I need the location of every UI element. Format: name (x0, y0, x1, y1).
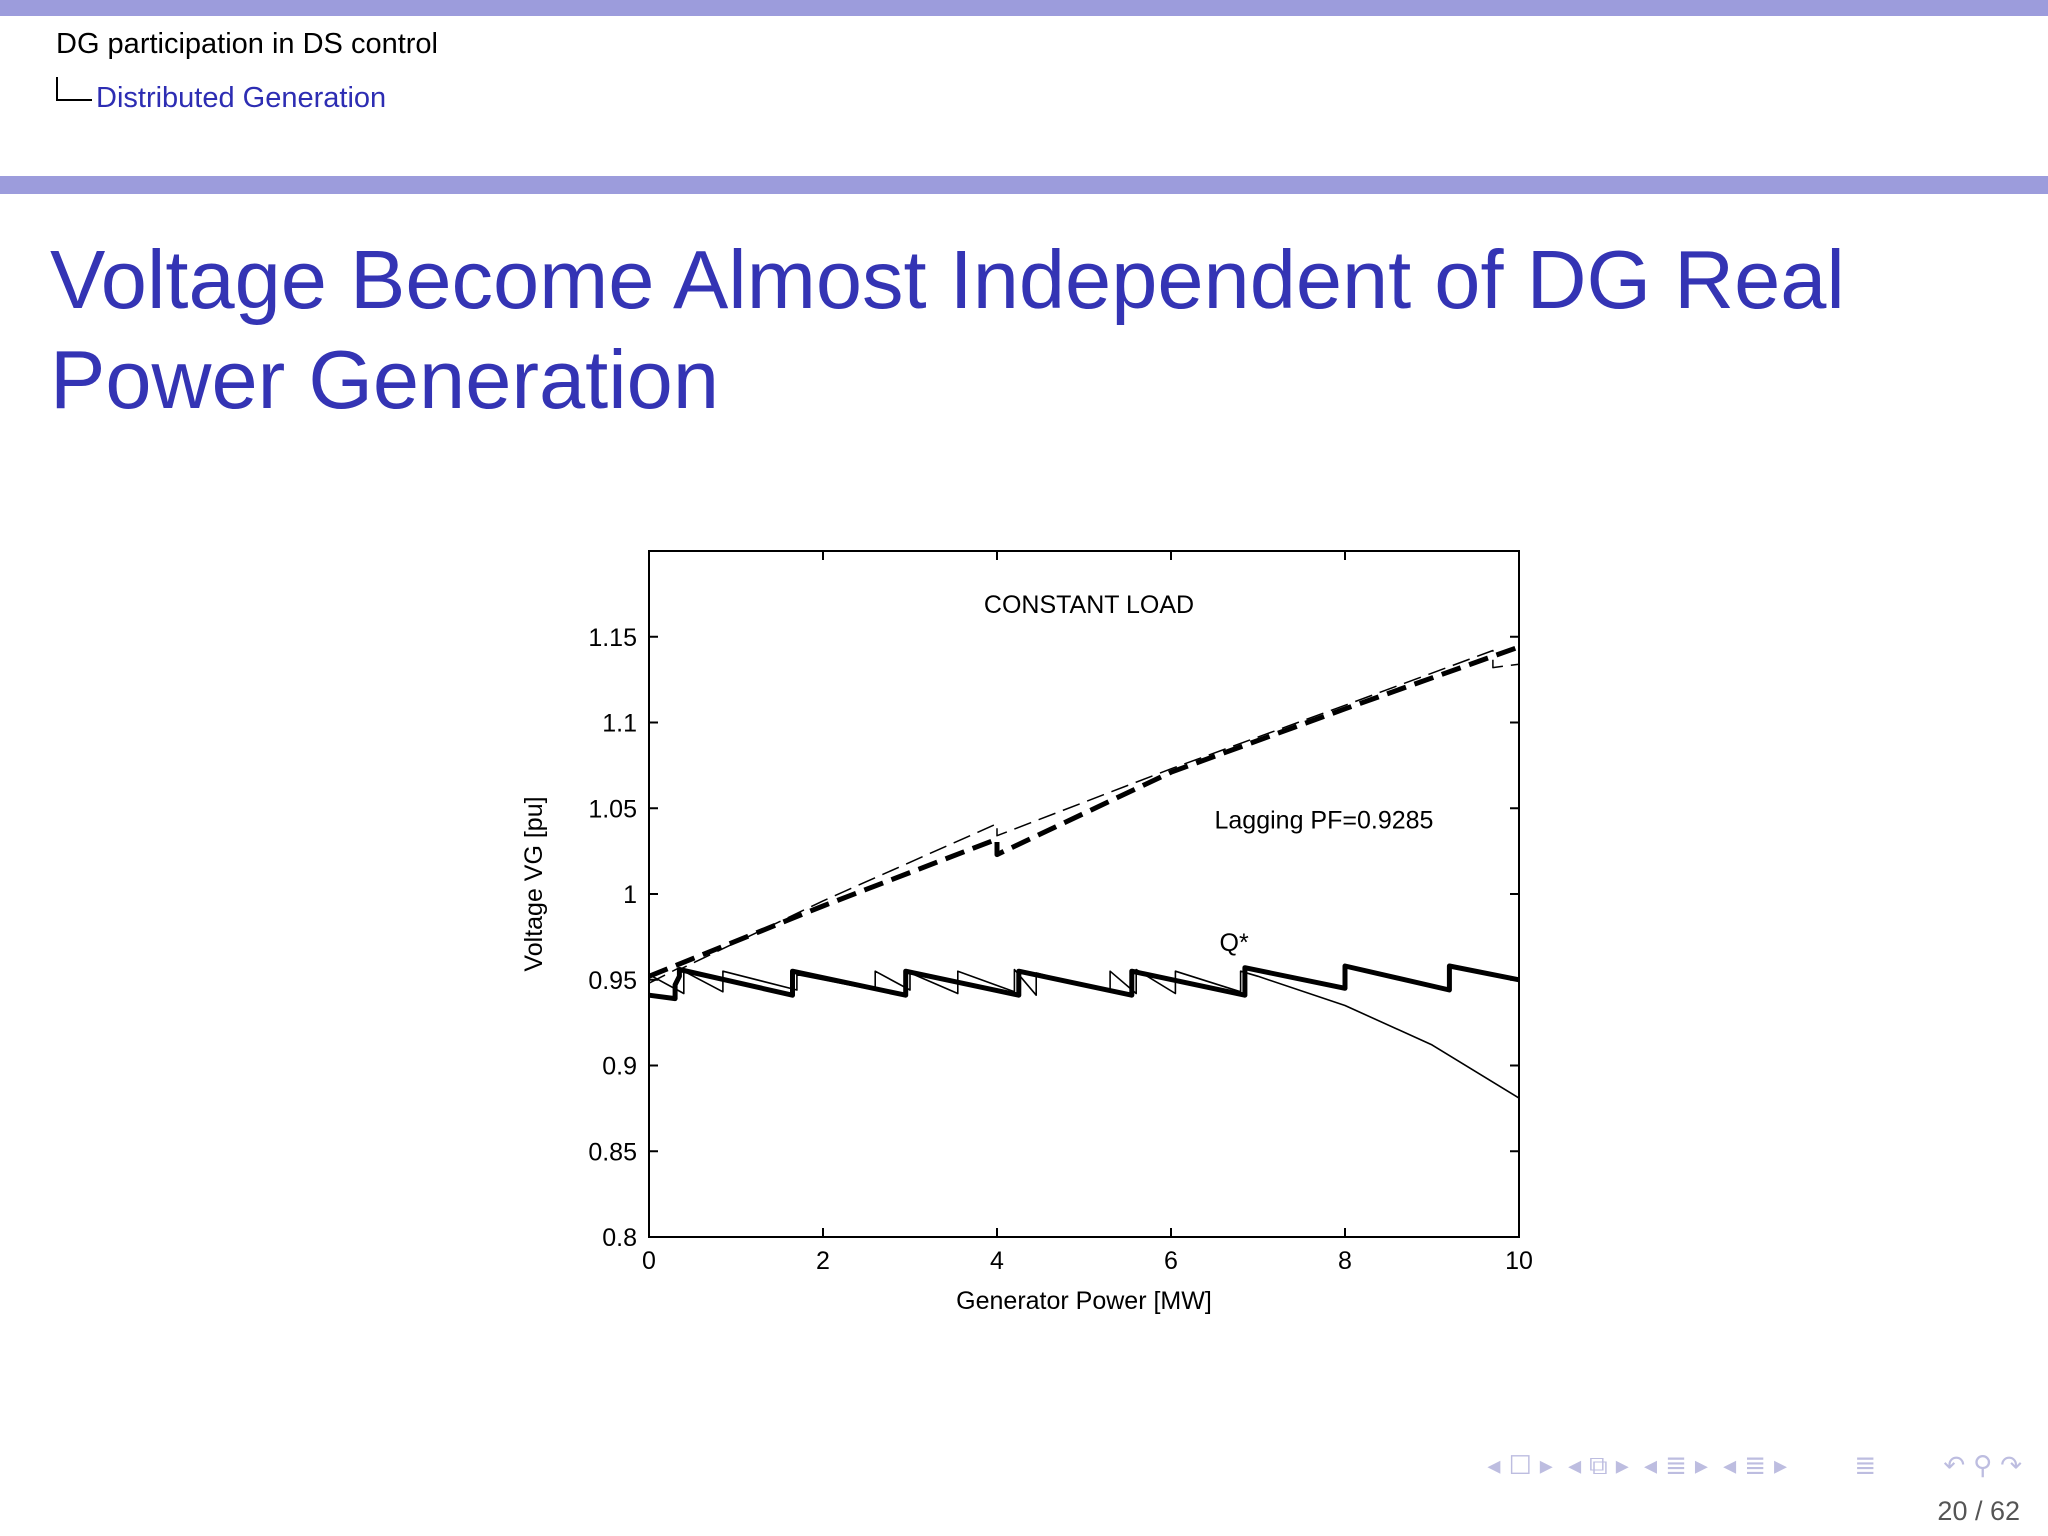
voltage-chart: 0 2 4 6 8 10 0.8 0.85 0.9 0.95 1 1.05 1.1 1.15 CONSTAN… (520, 540, 1540, 1340)
annotation-q-star: Q* (1220, 929, 1249, 957)
header-section: DG participation in DS control (56, 28, 438, 60)
y-tick-label: 1 (623, 881, 637, 909)
plot-frame (648, 550, 1520, 1238)
series-line-thick-dashed (648, 644, 1520, 979)
y-tick-label: 1.15 (588, 624, 637, 652)
header-subsection: Distributed Generation (56, 77, 387, 118)
y-axis-label: Voltage VG [pu] (520, 796, 548, 971)
arrow-right-icon[interactable]: ▸ (1615, 1450, 1629, 1480)
y-tick-label: 1.1 (602, 710, 637, 738)
x-tick-label: 10 (1505, 1247, 1533, 1275)
y-tick-label: 0.8 (602, 1224, 637, 1252)
arrow-right-icon[interactable]: ▸ (1694, 1450, 1708, 1480)
page-number: 20 / 62 (1937, 1496, 2020, 1526)
arrow-left-icon[interactable]: ◂ (1568, 1450, 1582, 1480)
subsection-icon[interactable]: ≣ (1665, 1450, 1687, 1480)
stack-icon[interactable]: ⧉ (1589, 1450, 1608, 1480)
arrow-left-icon[interactable]: ◂ (1723, 1450, 1737, 1480)
title-rule-bar (0, 176, 2048, 194)
series-line-thin-solid (648, 968, 1520, 1099)
redo-icon[interactable]: ↷ (2000, 1450, 2022, 1480)
chart-title: CONSTANT LOAD (984, 591, 1194, 619)
annotation-lagging-pf: Lagging PF=0.9285 (1215, 806, 1434, 834)
y-tick-label: 0.85 (588, 1138, 637, 1166)
y-tick-label: 1.05 (588, 795, 637, 823)
tree-elbow-icon (56, 77, 92, 101)
y-tick-label: 0.9 (602, 1053, 637, 1081)
arrow-right-icon[interactable]: ▸ (1539, 1450, 1553, 1480)
x-tick-label: 6 (1164, 1247, 1178, 1275)
x-tick-label: 4 (990, 1247, 1004, 1275)
frame-icon[interactable]: ☐ (1508, 1450, 1532, 1480)
undo-icon[interactable]: ↶ (1943, 1450, 1966, 1480)
x-tick-label: 2 (816, 1247, 830, 1275)
arrow-left-icon[interactable]: ◂ (1644, 1450, 1658, 1480)
search-icon[interactable]: ⚲ (1973, 1450, 1993, 1480)
header-subsection-label: Distributed Generation (96, 82, 387, 114)
arrow-right-icon[interactable]: ▸ (1774, 1450, 1788, 1480)
x-axis-label: Generator Power [MW] (956, 1287, 1212, 1315)
slide-title: Voltage Become Almost Independent of DG … (50, 233, 1845, 426)
x-tick-label: 8 (1338, 1247, 1352, 1275)
toc-icon[interactable]: ≣ (1854, 1450, 1877, 1480)
y-tick-label: 0.95 (588, 967, 637, 995)
series-line-thick-solid (648, 963, 1520, 1002)
x-tick-label: 0 (642, 1247, 656, 1275)
section-icon[interactable]: ≣ (1744, 1450, 1767, 1480)
beamer-nav-bar: ◂ ☐ ▸ ◂ ⧉ ▸ ◂ ≣ ▸ ◂ ≣ ▸ ≣ ↶ ⚲ ↷ (1479, 1450, 2022, 1494)
voltage-chart-svg: 0 2 4 6 8 10 0.8 0.85 0.9 0.95 1 1.05 1.1 1.15 CONSTAN… (520, 550, 1533, 1315)
arrow-left-icon[interactable]: ◂ (1487, 1450, 1501, 1480)
top-header-bar (0, 0, 2048, 16)
